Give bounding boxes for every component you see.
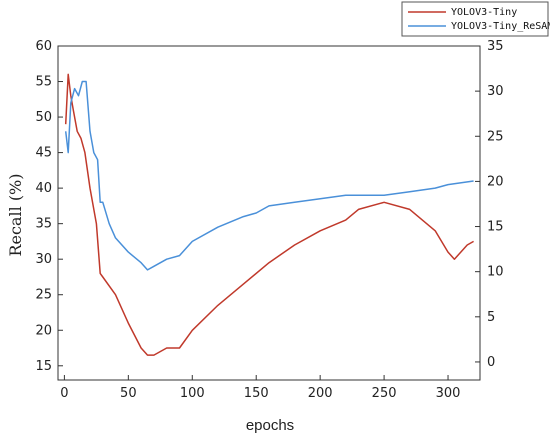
y-left-tick-label: 55 — [35, 75, 52, 90]
y-left-tick-label: 60 — [35, 39, 52, 54]
x-tick-label: 250 — [372, 386, 397, 401]
series-lines — [64, 73, 474, 356]
series-line-yolov3-tiny-resam — [64, 80, 474, 271]
y-axis-right: 0 5 10 15 20 25 30 35 — [475, 39, 504, 370]
y-axis-label: Recall (%) — [6, 173, 25, 256]
legend-label-yolov3-tiny: YOLOV3-Tiny — [451, 7, 517, 18]
y-right-tick-label: 20 — [487, 174, 504, 189]
x-tick-label: 150 — [244, 386, 269, 401]
y-right-tick-label: 25 — [487, 129, 504, 144]
y-left-tick-label: 50 — [35, 110, 52, 125]
legend: YOLOV3-Tiny YOLOV3-Tiny_ReSAM — [401, 1, 550, 37]
legend-label-yolov3-tiny-resam: YOLOV3-Tiny_ReSAM — [451, 21, 550, 32]
x-axis: 0 50 100 150 200 250 300 — [60, 375, 460, 401]
y-right-tick-label: 5 — [487, 310, 495, 325]
x-tick-label: 200 — [308, 386, 333, 401]
x-tick-label: 0 — [60, 386, 68, 401]
y-right-tick-label: 10 — [487, 265, 504, 280]
series-line-yolov3-tiny — [64, 73, 474, 356]
x-tick-label: 100 — [180, 386, 205, 401]
x-tick-label: 300 — [436, 386, 461, 401]
legend-box — [401, 1, 549, 37]
x-tick-label: 50 — [120, 386, 137, 401]
y-left-tick-label: 45 — [35, 146, 52, 161]
y-axis-left: 15 20 25 30 35 40 45 50 55 60 — [35, 39, 63, 374]
y-left-tick-label: 15 — [35, 359, 52, 374]
plot-frame — [57, 45, 481, 381]
y-left-tick-label: 40 — [35, 181, 52, 196]
y-left-tick-label: 25 — [35, 288, 52, 303]
y-left-tick-label: 20 — [35, 323, 52, 338]
y-left-tick-label: 35 — [35, 217, 52, 232]
y-right-tick-label: 30 — [487, 84, 504, 99]
y-right-tick-label: 0 — [487, 355, 495, 370]
x-axis-label: epochs — [246, 417, 294, 434]
y-right-tick-label: 35 — [487, 39, 504, 54]
y-right-tick-label: 15 — [487, 220, 504, 235]
y-left-tick-label: 30 — [35, 252, 52, 267]
